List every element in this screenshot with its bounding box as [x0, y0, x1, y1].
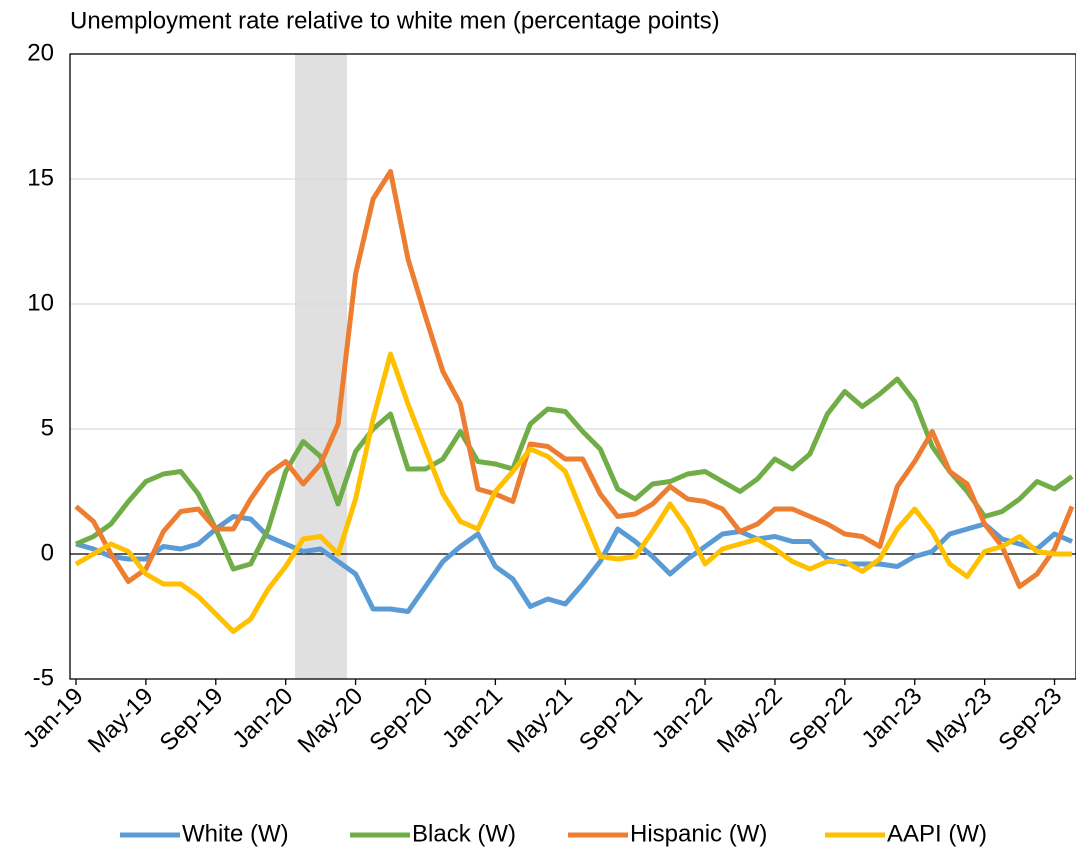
legend-label: AAPI (W): [887, 820, 987, 847]
x-tick-label: Sep-19: [155, 683, 229, 757]
x-tick-label: Jan-22: [647, 683, 718, 754]
series-line: [74, 169, 1075, 589]
chart-title: Unemployment rate relative to white men …: [70, 7, 720, 34]
x-tick-label: May-19: [83, 683, 159, 759]
series-line: [74, 351, 1072, 634]
x-tick-label: Jan-23: [856, 683, 927, 754]
x-tick-label: Jan-19: [18, 683, 89, 754]
legend-label: Hispanic (W): [630, 820, 767, 847]
x-tick-label: May-21: [502, 683, 578, 759]
x-tick-label: Jan-21: [437, 683, 508, 754]
y-tick-label: -5: [33, 664, 54, 691]
x-tick-label: Sep-20: [364, 683, 438, 757]
x-tick-label: May-22: [712, 683, 788, 759]
legend-label: Black (W): [412, 820, 516, 847]
y-tick-label: 10: [27, 289, 54, 316]
legend-label: White (W): [182, 820, 289, 847]
series-line: [75, 376, 1074, 572]
x-tick-label: Sep-23: [993, 683, 1067, 757]
y-tick-label: 20: [27, 39, 54, 66]
plot-frame: [69, 53, 1076, 680]
y-tick-label: 5: [41, 414, 54, 441]
y-tick-label: 0: [41, 539, 54, 566]
recession-shading: [295, 54, 347, 679]
x-tick-label: Sep-22: [784, 683, 858, 757]
x-tick-label: May-23: [922, 683, 998, 759]
x-tick-label: Sep-21: [574, 683, 648, 757]
x-tick-label: May-20: [293, 683, 369, 759]
x-tick-label: Jan-20: [227, 683, 298, 754]
y-tick-label: 15: [27, 164, 54, 191]
